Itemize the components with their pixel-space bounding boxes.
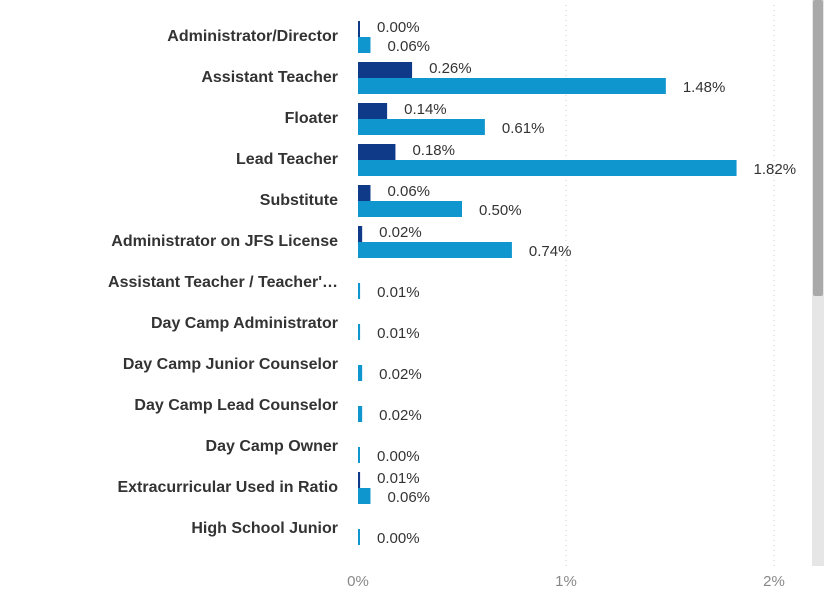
category-label: Extracurricular Used in Ratio xyxy=(117,479,338,496)
x-tick-label: 2% xyxy=(763,573,785,589)
category-label: Lead Teacher xyxy=(236,151,338,168)
bar xyxy=(358,242,512,258)
x-tick-label: 0% xyxy=(347,573,369,589)
value-label: 0.74% xyxy=(529,243,572,260)
bar xyxy=(358,365,363,381)
category-label: Substitute xyxy=(260,192,338,209)
category-label: Day Camp Junior Counselor xyxy=(123,356,338,373)
value-label: 0.01% xyxy=(377,325,420,342)
category-label: Day Camp Lead Counselor xyxy=(134,397,338,414)
category-label: Floater xyxy=(285,110,338,127)
category-label: Administrator/Director xyxy=(167,28,338,45)
bar xyxy=(358,226,363,242)
category-label: Administrator on JFS License xyxy=(111,233,338,250)
bar xyxy=(358,472,361,488)
x-tick-label: 1% xyxy=(555,573,577,589)
value-label: 0.00% xyxy=(377,19,420,36)
bar xyxy=(358,160,737,176)
category-label: High School Junior xyxy=(191,520,338,537)
bar xyxy=(358,529,360,545)
value-label: 0.26% xyxy=(429,60,472,77)
value-label: 0.01% xyxy=(377,284,420,301)
bar xyxy=(358,37,371,53)
value-label: 0.06% xyxy=(387,489,430,506)
bar xyxy=(358,324,361,340)
category-label: Assistant Teacher xyxy=(201,69,338,86)
bar xyxy=(358,62,413,78)
value-label: 0.50% xyxy=(479,202,522,219)
bar xyxy=(358,406,363,422)
value-label: 0.06% xyxy=(387,183,430,200)
value-label: 0.00% xyxy=(377,530,420,547)
value-label: 0.01% xyxy=(377,470,420,487)
bar xyxy=(358,144,396,160)
bar xyxy=(358,103,388,119)
value-label: 0.02% xyxy=(379,407,422,424)
bar xyxy=(358,78,666,94)
bar xyxy=(358,283,361,299)
value-label: 0.00% xyxy=(377,448,420,465)
value-label: 0.18% xyxy=(412,142,455,159)
value-label: 0.02% xyxy=(379,366,422,383)
category-label: Day Camp Administrator xyxy=(151,315,338,332)
category-label: Day Camp Owner xyxy=(206,438,338,455)
value-label: 0.06% xyxy=(387,38,430,55)
bar xyxy=(358,201,462,217)
bar xyxy=(358,185,371,201)
value-label: 0.02% xyxy=(379,224,422,241)
value-label: 0.14% xyxy=(404,101,447,118)
value-label: 0.61% xyxy=(502,120,545,137)
bar xyxy=(358,447,360,463)
value-label: 1.48% xyxy=(683,79,726,96)
scrollbar-thumb[interactable] xyxy=(813,0,823,296)
value-label: 1.82% xyxy=(754,161,797,178)
category-label: Assistant Teacher / Teacher'… xyxy=(108,274,338,291)
bar xyxy=(358,119,485,135)
bar xyxy=(358,488,371,504)
bar xyxy=(358,21,360,37)
